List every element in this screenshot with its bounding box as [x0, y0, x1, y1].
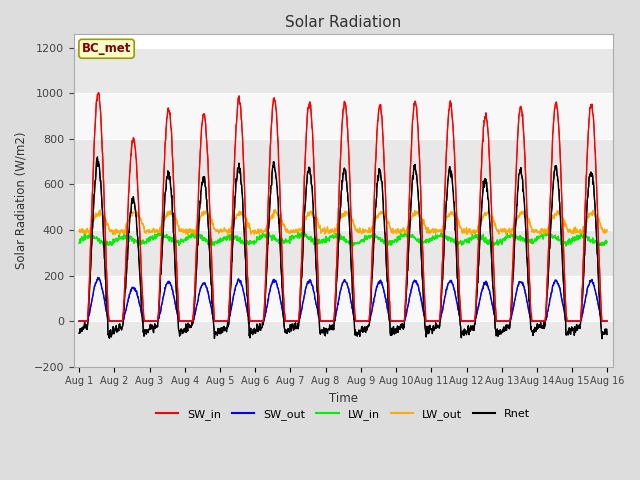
Rnet: [541, 324, 548, 329]
Rnet: [93, 154, 101, 160]
LW_in: [193, 232, 201, 238]
Rnet: [598, 336, 605, 342]
Legend: SW_in, SW_out, LW_in, LW_out, Rnet: SW_in, SW_out, LW_in, LW_out, Rnet: [152, 405, 535, 424]
SW_in: [76, 318, 83, 324]
SW_in: [425, 318, 433, 324]
Line: LW_out: LW_out: [79, 210, 607, 236]
LW_out: [603, 227, 611, 233]
SW_in: [252, 318, 260, 324]
LW_out: [495, 229, 502, 235]
SW_in: [494, 318, 502, 324]
LW_out: [193, 223, 200, 229]
Text: BC_met: BC_met: [82, 42, 131, 55]
Rnet: [494, 333, 502, 339]
X-axis label: Time: Time: [329, 392, 358, 405]
SW_in: [180, 318, 188, 324]
Bar: [74, 321, 612, 367]
Line: Rnet: Rnet: [79, 157, 607, 339]
Line: SW_in: SW_in: [79, 93, 607, 321]
LW_in: [541, 232, 549, 238]
Rnet: [252, 326, 260, 332]
Line: LW_in: LW_in: [79, 232, 607, 247]
Rnet: [603, 332, 611, 337]
LW_out: [252, 230, 260, 236]
Rnet: [425, 330, 433, 336]
LW_in: [100, 244, 108, 250]
LW_out: [76, 228, 83, 234]
Line: SW_out: SW_out: [79, 277, 607, 321]
SW_out: [180, 318, 188, 324]
LW_in: [495, 239, 502, 244]
LW_in: [426, 238, 433, 243]
Bar: [74, 139, 612, 184]
SW_out: [252, 318, 260, 324]
LW_out: [224, 233, 232, 239]
LW_in: [252, 239, 260, 245]
Y-axis label: Solar Radiation (W/m2): Solar Radiation (W/m2): [15, 132, 28, 269]
Rnet: [180, 327, 188, 333]
Bar: [74, 276, 612, 321]
SW_out: [541, 318, 548, 324]
SW_out: [76, 318, 83, 324]
LW_out: [180, 228, 188, 234]
SW_out: [425, 318, 433, 324]
Bar: [74, 48, 612, 93]
SW_out: [193, 302, 201, 308]
SW_in: [603, 318, 611, 324]
Title: Solar Radiation: Solar Radiation: [285, 15, 401, 30]
SW_in: [193, 234, 201, 240]
SW_out: [603, 318, 611, 324]
SW_in: [95, 90, 102, 96]
Rnet: [76, 330, 83, 336]
Rnet: [193, 259, 201, 264]
LW_out: [426, 227, 433, 233]
LW_out: [271, 207, 279, 213]
SW_out: [494, 318, 502, 324]
LW_in: [76, 240, 83, 246]
LW_in: [603, 239, 611, 245]
LW_in: [180, 236, 188, 242]
SW_out: [94, 275, 102, 280]
Bar: [74, 184, 612, 230]
Bar: [74, 230, 612, 276]
SW_in: [541, 318, 548, 324]
LW_in: [81, 229, 88, 235]
Bar: [74, 93, 612, 139]
LW_out: [541, 229, 549, 235]
